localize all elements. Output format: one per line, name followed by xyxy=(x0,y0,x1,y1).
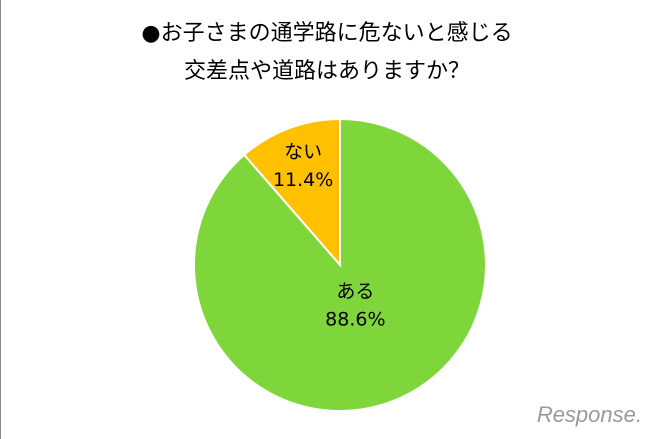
pie-slice xyxy=(242,117,341,268)
value-label: 88.6% xyxy=(325,309,385,331)
chart-title: ●お子さまの通学路に危ないと感じる xyxy=(141,21,512,46)
pie-slice xyxy=(193,117,487,412)
value-label: 11.4% xyxy=(273,169,333,191)
chart-title: 交差点や道路はありますか？ xyxy=(184,59,470,84)
slice-label: ある xyxy=(336,281,374,303)
slice-label: ない xyxy=(284,141,322,163)
watermark: Response. xyxy=(537,402,642,427)
